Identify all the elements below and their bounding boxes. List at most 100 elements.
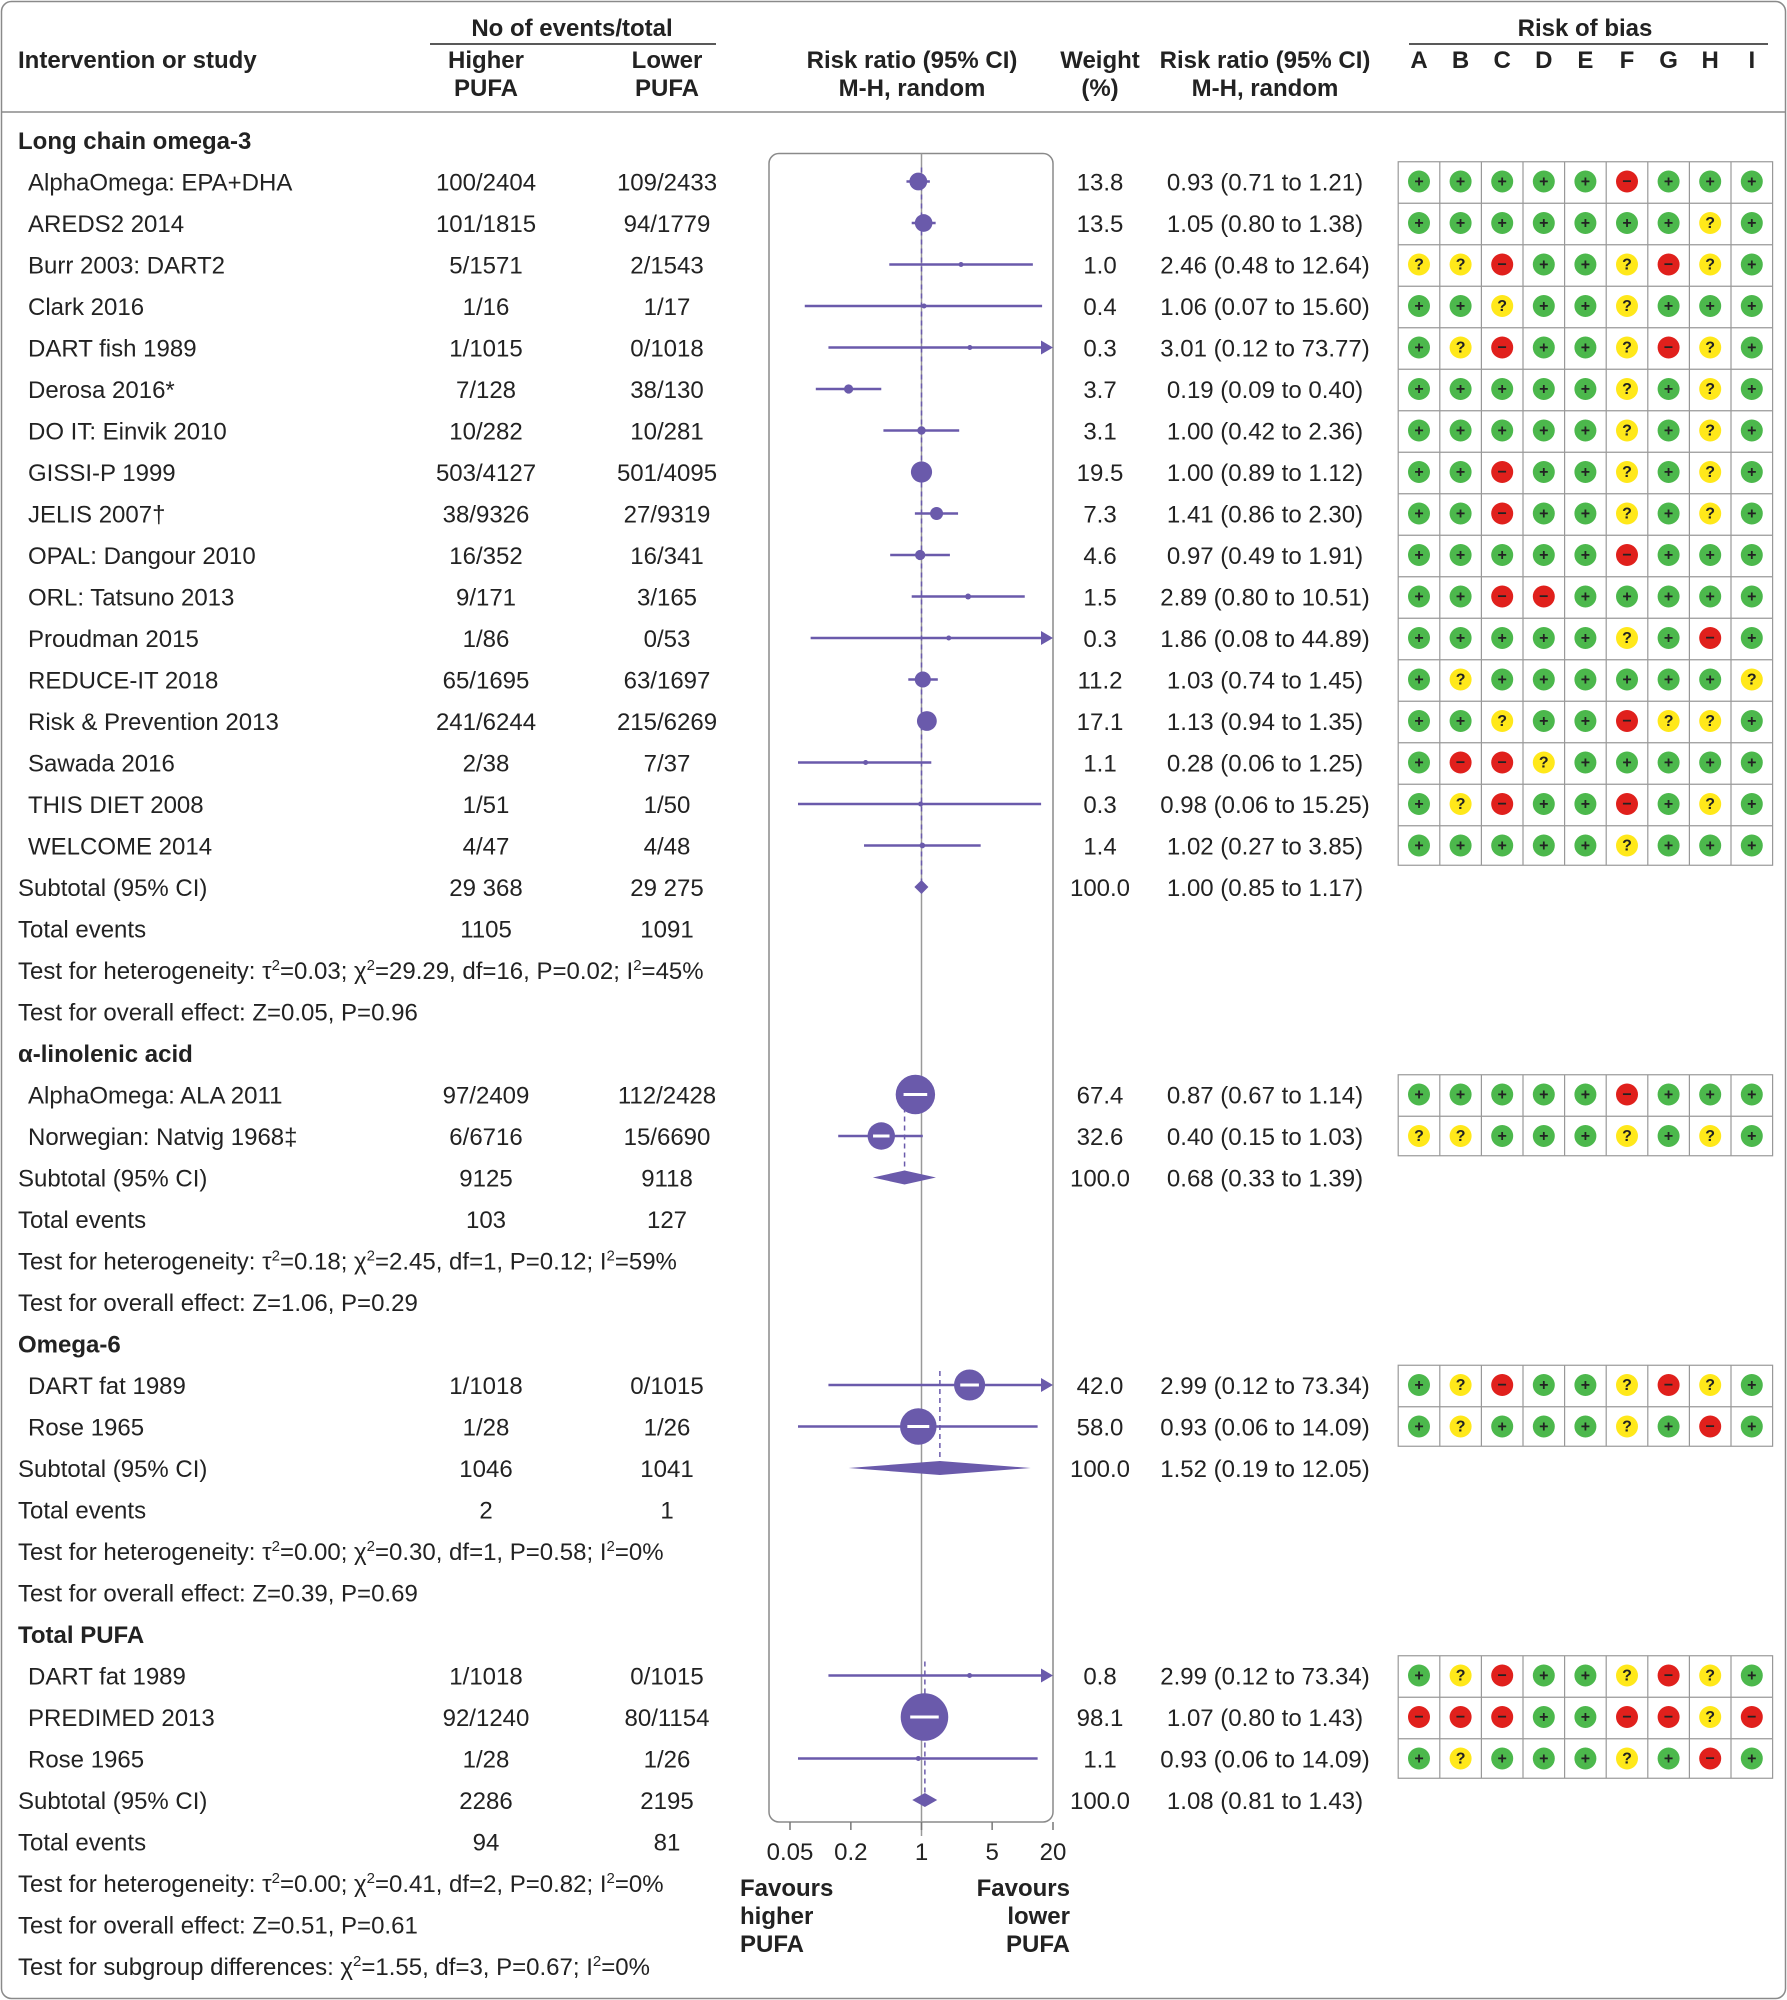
bias-dot-G: [1657, 585, 1680, 608]
study-rr: 1.00 (0.42 to 2.36): [1167, 419, 1363, 446]
study-lower-events: 109/2433: [617, 170, 717, 197]
bias-dot-C-symbol: +: [1498, 838, 1507, 855]
bias-dot-C: [1491, 834, 1514, 857]
bias-dot-F-symbol: −: [1622, 1087, 1631, 1104]
heterogeneity-test-sup: 2: [272, 1248, 280, 1265]
bias-dot-I-symbol: +: [1747, 1377, 1756, 1394]
bias-dot-G-symbol: +: [1664, 506, 1673, 523]
bias-dot-H: [1699, 461, 1722, 483]
bias-dot-G: [1657, 253, 1680, 276]
bias-dot-B-symbol: +: [1456, 506, 1465, 523]
bias-dot-E-symbol: +: [1581, 1709, 1590, 1726]
study-weight: 7.3: [1083, 502, 1116, 529]
study-weight: 1.4: [1083, 834, 1116, 861]
header-bias-col-B: B: [1452, 47, 1469, 74]
bias-dot-A: [1408, 751, 1430, 774]
heterogeneity-test-part: Test for heterogeneity: τ: [18, 1249, 272, 1276]
study-label: Clark 2016: [28, 294, 144, 321]
bias-dot-F: [1616, 834, 1638, 857]
bias-dot-B-symbol: ?: [1456, 1419, 1466, 1436]
bias-dot-F-symbol: +: [1622, 672, 1631, 689]
bias-dot-B-symbol: +: [1456, 174, 1465, 191]
bias-dot-G: [1657, 1083, 1680, 1106]
bias-dot-G: [1657, 336, 1680, 359]
study-lower-events: 10/281: [630, 419, 703, 446]
study-weight: 0.3: [1083, 626, 1116, 653]
bias-dot-D: [1532, 419, 1555, 442]
study-lower-events: 0/1015: [630, 1373, 703, 1400]
bias-dot-C-symbol: +: [1498, 1751, 1507, 1768]
study-label: PREDIMED 2013: [28, 1705, 215, 1732]
study-rr: 1.86 (0.08 to 44.89): [1160, 626, 1369, 653]
bias-dot-F-symbol: ?: [1622, 257, 1632, 274]
bias-dot-A-symbol: +: [1414, 298, 1423, 315]
bias-dot-D: [1532, 1083, 1555, 1106]
bias-dot-D: [1532, 1374, 1555, 1396]
bias-dot-A: [1408, 336, 1430, 359]
total-events-higher: 94: [473, 1830, 500, 1857]
study-label: DART fish 1989: [28, 336, 197, 363]
bias-dot-H-symbol: +: [1706, 174, 1715, 191]
bias-dot-E-symbol: +: [1581, 547, 1590, 564]
bias-dot-I: [1740, 1125, 1763, 1147]
bias-dot-G-symbol: +: [1664, 589, 1673, 606]
bias-dot-H-symbol: ?: [1705, 340, 1715, 357]
point-estimate: [909, 172, 928, 191]
study-label: ORL: Tatsuno 2013: [28, 585, 234, 612]
bias-dot-A-symbol: +: [1414, 215, 1423, 232]
bias-dot-I-symbol: +: [1747, 174, 1756, 191]
total-events-lower: 1: [660, 1498, 673, 1525]
bias-dot-E-symbol: +: [1581, 1087, 1590, 1104]
bias-dot-A-symbol: +: [1414, 1419, 1423, 1436]
bias-dot-I-symbol: +: [1747, 713, 1756, 730]
bias-dot-H-symbol: +: [1706, 838, 1715, 855]
point-estimate: [958, 262, 964, 267]
study-lower-events: 80/1154: [625, 1705, 710, 1732]
bias-dot-D: [1532, 544, 1555, 566]
study-lower-events: 0/1015: [630, 1664, 703, 1691]
subtotal-rr: 1.08 (0.81 to 1.43): [1167, 1788, 1363, 1815]
bias-dot-C: [1491, 253, 1514, 276]
bias-dot-H: [1699, 1125, 1722, 1147]
bias-dot-C: [1491, 1415, 1514, 1438]
study-higher-events: 6/6716: [449, 1124, 522, 1151]
study-lower-events: 15/6690: [624, 1124, 711, 1151]
bias-dot-I-symbol: ?: [1747, 672, 1757, 689]
bias-dot-H-symbol: ?: [1705, 713, 1715, 730]
bias-dot-H-symbol: ?: [1705, 1377, 1715, 1394]
subtotal-lower: 1041: [640, 1456, 693, 1483]
bias-dot-D: [1532, 1747, 1555, 1770]
bias-dot-I-symbol: +: [1747, 838, 1756, 855]
study-weight: 0.8: [1083, 1664, 1116, 1691]
bias-dot-H-symbol: ?: [1705, 1709, 1715, 1726]
study-lower-events: 1/17: [644, 294, 691, 321]
subtotal-higher: 29 368: [449, 875, 522, 902]
bias-dot-A: [1408, 295, 1430, 317]
bias-dot-H: [1699, 336, 1722, 359]
bias-dot-F: [1616, 668, 1638, 691]
bias-dot-E: [1574, 502, 1597, 525]
bias-dot-G-symbol: −: [1664, 1709, 1673, 1726]
study-higher-events: 1/1018: [449, 1373, 522, 1400]
bias-dot-B: [1449, 710, 1472, 732]
bias-dot-E: [1574, 461, 1597, 483]
bias-dot-B: [1449, 502, 1472, 525]
bias-dot-D: [1532, 461, 1555, 483]
study-lower-events: 27/9319: [624, 502, 711, 529]
bias-dot-G: [1657, 834, 1680, 857]
bias-dot-B-symbol: +: [1456, 713, 1465, 730]
bias-dot-E-symbol: +: [1581, 672, 1590, 689]
group-heading: Long chain omega-3: [18, 128, 251, 155]
header-higher: Higher: [448, 47, 524, 74]
bias-dot-G: [1657, 378, 1680, 400]
bias-grid: [1397, 1074, 1774, 1157]
study-lower-events: 2/1543: [630, 253, 703, 280]
study-rr: 0.93 (0.06 to 14.09): [1160, 1747, 1369, 1774]
study-weight: 1.1: [1083, 1747, 1116, 1774]
heterogeneity-test-sup: 2: [367, 1248, 375, 1265]
bias-dot-B: [1449, 1083, 1472, 1106]
bias-dot-I: [1740, 1747, 1763, 1770]
bias-dot-D: [1532, 1125, 1555, 1147]
bias-dot-E-symbol: +: [1581, 298, 1590, 315]
bias-dot-F: [1616, 170, 1638, 193]
